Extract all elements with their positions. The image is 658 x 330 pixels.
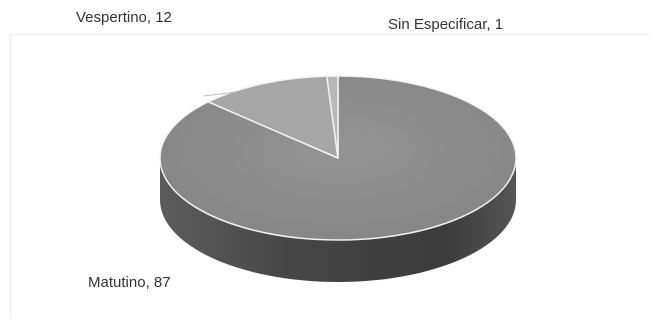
pie-slice-vespertino xyxy=(207,75,339,159)
pie-slices xyxy=(159,75,517,241)
data-label-vespertino: Vespertino, 12 xyxy=(76,9,172,26)
pie-side-wall xyxy=(160,158,516,282)
leader-line-vespertino xyxy=(203,91,237,97)
data-label-matutino: Matutino, 87 xyxy=(88,274,171,291)
pie-slice-sin-especificar xyxy=(326,75,339,159)
pie-3d-side xyxy=(160,158,516,282)
data-label-sin-especificar: Sin Especificar, 1 xyxy=(388,16,504,33)
leader-lines xyxy=(203,91,237,97)
pie-slice-matutino xyxy=(159,75,517,241)
chart-border-top xyxy=(10,34,650,35)
chart-border-left xyxy=(10,34,11,318)
